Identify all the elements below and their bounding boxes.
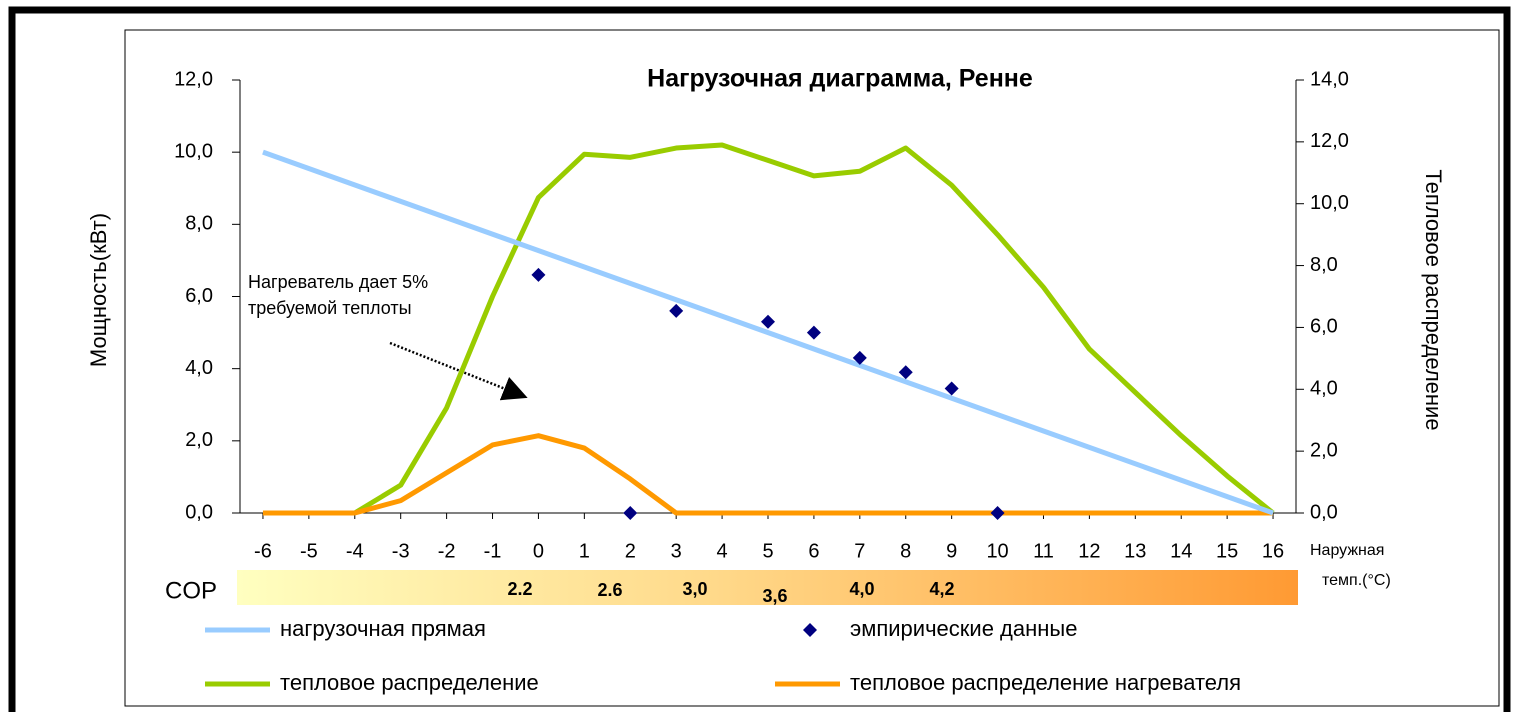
legend-label: тепловое распределение [280, 670, 539, 695]
x-tick-label: 11 [1033, 540, 1054, 562]
x-tick-label: -1 [484, 540, 502, 562]
x-tick-label: -6 [254, 540, 272, 562]
y-tick-label: 8,0 [185, 213, 213, 235]
data-point [761, 314, 775, 329]
cop-label: COP [165, 577, 217, 604]
data-point [806, 325, 821, 340]
annotation: Нагреватель дает 5% [248, 272, 428, 292]
x-tick-label: 10 [986, 540, 1008, 562]
cop-value: 2.2 [507, 579, 532, 599]
y2-tick-label: 12,0 [1310, 130, 1349, 152]
x-axis-label: Наружная [1310, 542, 1384, 559]
cop-value: 3,6 [762, 586, 787, 606]
y2-tick-label: 0,0 [1310, 501, 1338, 523]
legend-label: эмпирические данные [850, 616, 1077, 641]
x-tick-label: 8 [900, 540, 911, 562]
x-tick-label: -4 [346, 540, 364, 562]
y-axis-label: Мощность(кВт) [86, 213, 111, 367]
data-point [944, 381, 959, 396]
x-tick-label: 14 [1170, 540, 1192, 562]
x-tick-label: -3 [392, 540, 410, 562]
x-tick-label: 16 [1262, 540, 1284, 562]
x-tick-label: 12 [1078, 540, 1100, 562]
chart-frame [124, 29, 1500, 707]
cop-value: 4,2 [929, 579, 954, 599]
y2-tick-label: 4,0 [1310, 378, 1338, 400]
x-tick-label: -5 [300, 540, 318, 562]
data-point [623, 506, 638, 520]
x-axis-label: темп.(°C) [1322, 572, 1391, 589]
series-line [353, 142, 1275, 516]
data-point [852, 350, 867, 365]
x-tick-label: 3 [671, 540, 682, 562]
outer-frame [8, 6, 1511, 712]
data-point [990, 506, 1005, 520]
x-tick-label: 13 [1124, 540, 1146, 562]
x-tick-label: 0 [533, 540, 544, 562]
y-tick-label: 10,0 [174, 140, 213, 162]
cop-value: 2.6 [597, 580, 622, 600]
y2-tick-label: 6,0 [1310, 316, 1338, 338]
legend-label: нагрузочная прямая [280, 616, 486, 641]
x-tick-label: 4 [717, 540, 728, 562]
legend-label: тепловое распределение нагревателя [850, 670, 1241, 695]
annotation: требуемой теплоты [248, 298, 412, 318]
cop-value: 4,0 [849, 579, 874, 599]
cop-band [237, 570, 1298, 605]
series-line [262, 433, 1274, 516]
x-tick-label: 2 [625, 540, 636, 562]
y2-tick-label: 14,0 [1310, 68, 1349, 90]
data-point [898, 365, 913, 380]
x-tick-label: 15 [1216, 540, 1238, 562]
x-tick-label: 5 [762, 540, 773, 562]
x-tick-label: -2 [438, 540, 456, 562]
y2-tick-label: 10,0 [1310, 192, 1349, 214]
y2-tick-label: 8,0 [1310, 254, 1338, 276]
y-tick-label: 0,0 [185, 501, 213, 523]
data-point [669, 303, 684, 318]
cop-value: 3,0 [682, 579, 707, 599]
chart-title: Нагрузочная диаграмма, Ренне [647, 65, 1033, 93]
y2-axis-label: Тепловое распределение [1421, 169, 1446, 430]
y2-tick-label: 2,0 [1310, 439, 1338, 461]
x-tick-label: 7 [854, 540, 865, 562]
x-tick-label: 9 [946, 540, 957, 562]
x-tick-label: 1 [579, 540, 590, 562]
legend-marker [803, 623, 817, 637]
data-point [531, 267, 546, 282]
y-tick-label: 4,0 [185, 357, 213, 379]
y-tick-label: 6,0 [185, 285, 213, 307]
series-line [262, 149, 1274, 516]
y-tick-label: 12,0 [174, 68, 213, 90]
y-tick-label: 2,0 [185, 429, 213, 451]
x-tick-label: 6 [808, 540, 819, 562]
